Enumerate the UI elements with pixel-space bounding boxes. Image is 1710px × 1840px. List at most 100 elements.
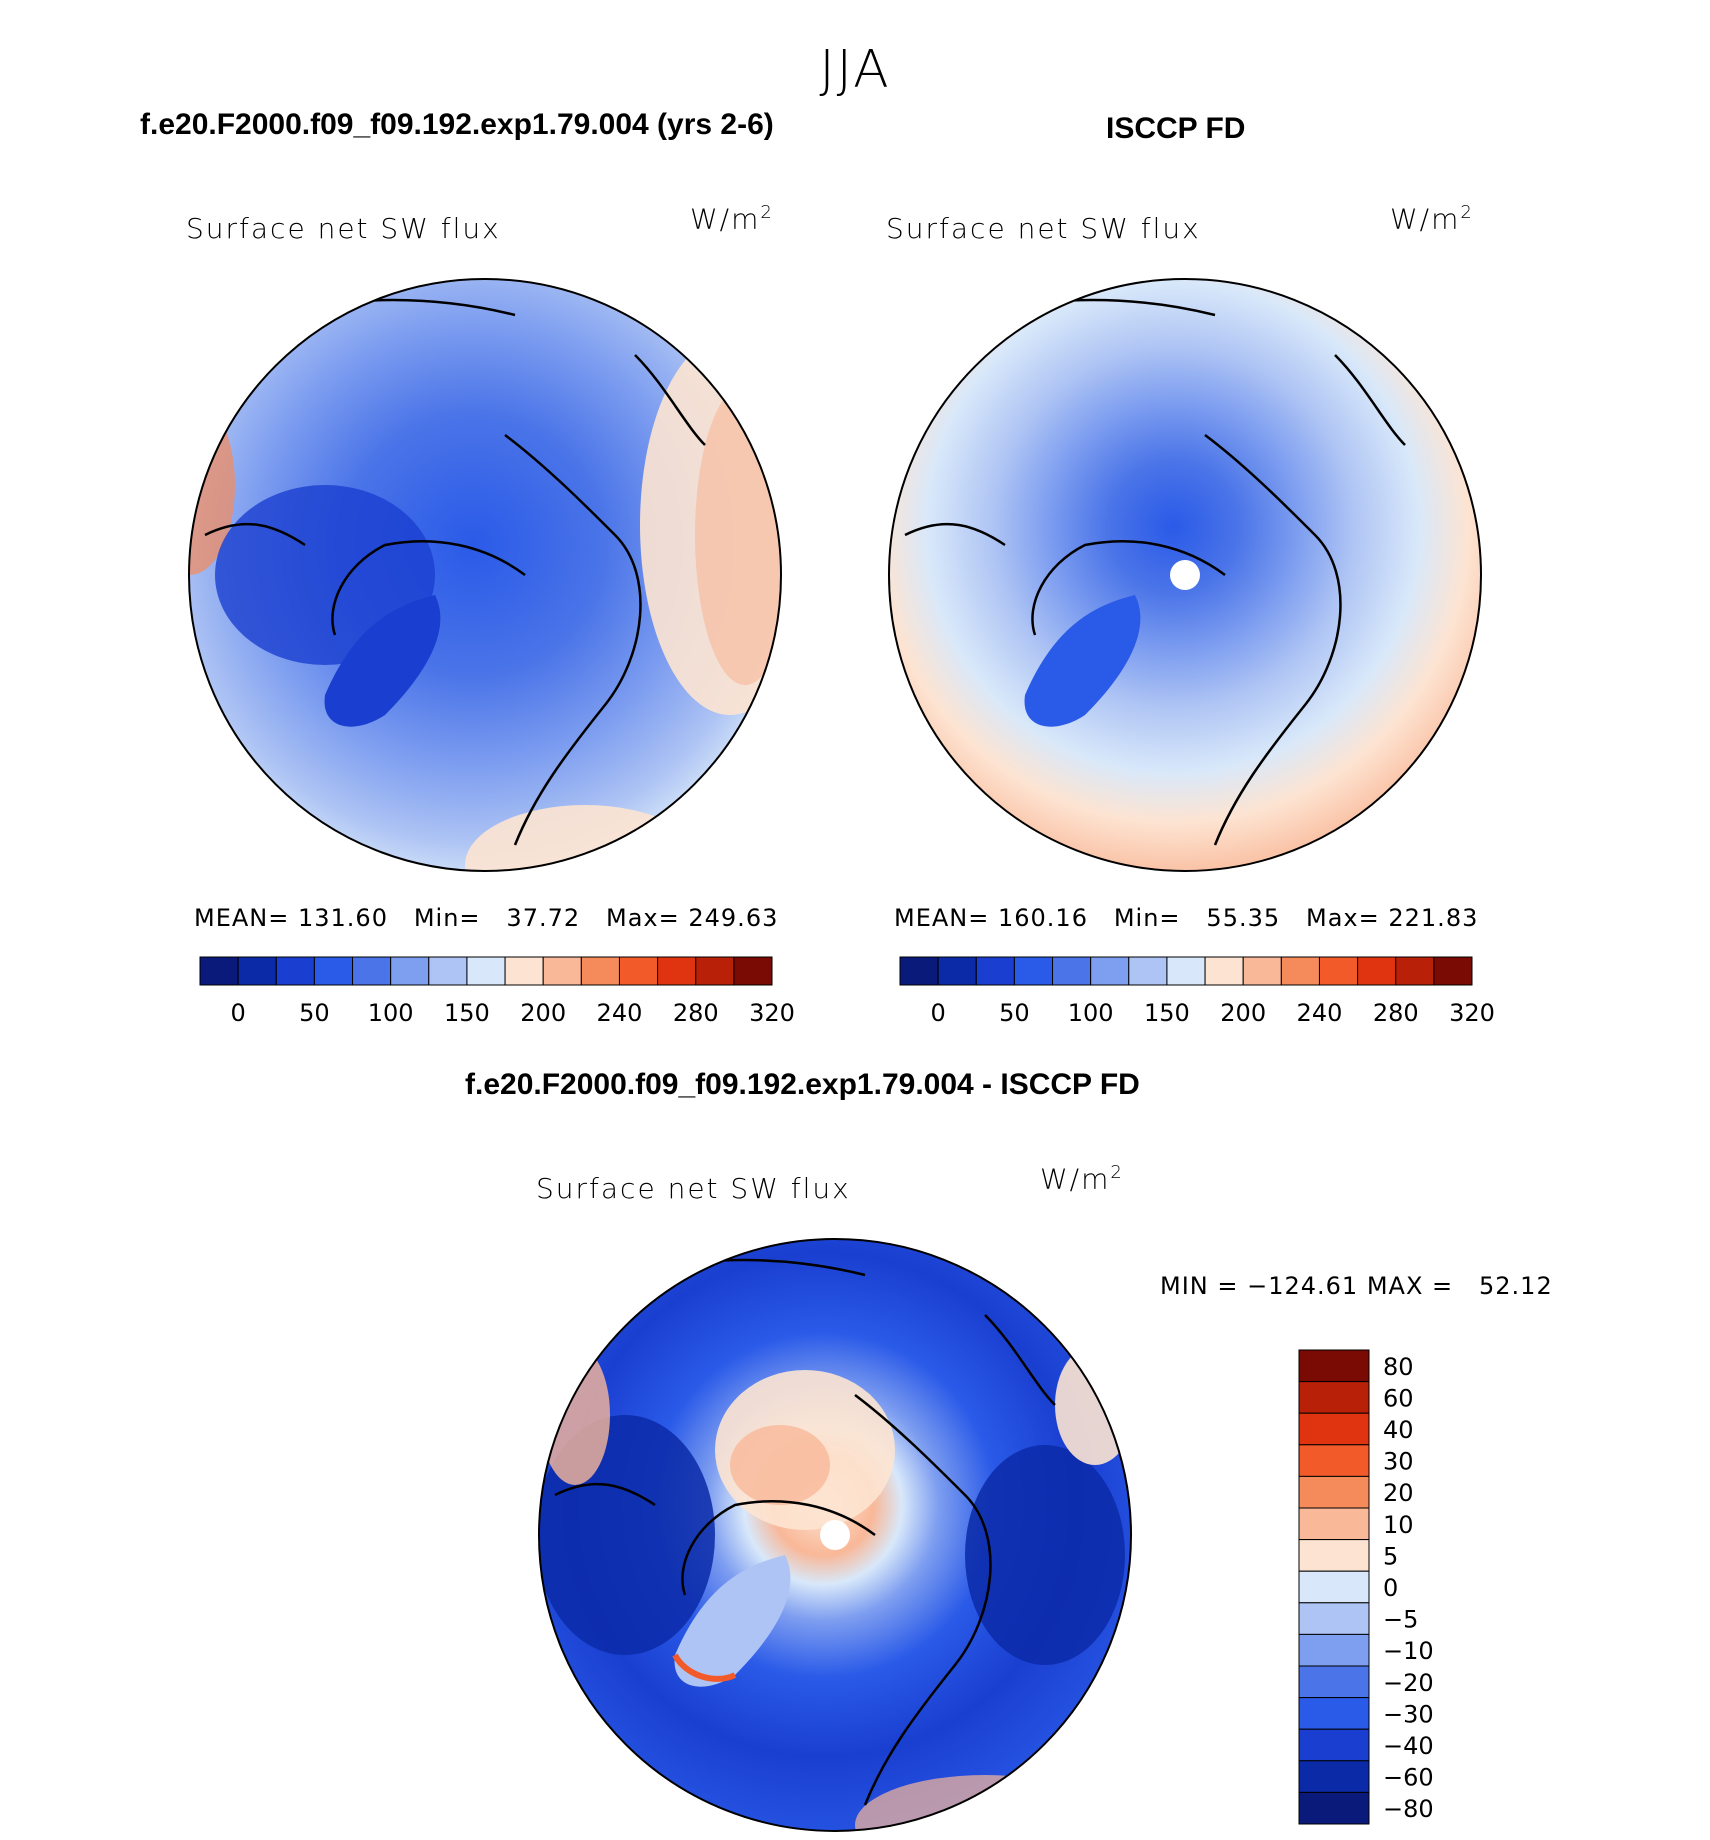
obs-colorbar-tick: 100 bbox=[1068, 999, 1114, 1027]
model-stats: MEAN= 131.60 Min= 37.72 Max= 249.63 bbox=[194, 904, 779, 932]
obs-pole-hole bbox=[1170, 560, 1200, 590]
model-colorbar-tick: 240 bbox=[597, 999, 643, 1027]
model-variable-label: Surface net SW flux bbox=[186, 212, 501, 245]
diff-warm-region-northwest bbox=[540, 1345, 610, 1485]
diff-colorbar-box bbox=[1298, 1475, 1370, 1509]
diff-units: W/m2 bbox=[1040, 1162, 1124, 1196]
diff-cold-region-east bbox=[965, 1445, 1125, 1665]
obs-colorbar-box bbox=[1166, 956, 1206, 986]
diff-colorbar-box bbox=[1298, 1444, 1370, 1477]
obs-map-border bbox=[888, 278, 1482, 872]
model-colorbar-box bbox=[390, 956, 430, 986]
diff-colorbar-box bbox=[1298, 1381, 1370, 1414]
diff-colorbar-box bbox=[1298, 1539, 1370, 1572]
model-colorbar-box bbox=[657, 956, 697, 986]
diff-heading: f.e20.F2000.f09_f09.192.exp1.79.004 - IS… bbox=[465, 1068, 1140, 1101]
diff-colorbar-box bbox=[1298, 1791, 1370, 1825]
obs-colorbar-box bbox=[899, 956, 939, 986]
model-colorbar-box bbox=[237, 956, 277, 986]
diff-variable-label: Surface net SW flux bbox=[536, 1172, 851, 1205]
diff-colorbar-tick: −40 bbox=[1383, 1732, 1434, 1760]
diff-colorbar-tick: −60 bbox=[1383, 1764, 1434, 1792]
model-colorbar-box bbox=[542, 956, 582, 986]
obs-colorbar-box bbox=[1204, 956, 1244, 986]
model-colorbar-box bbox=[733, 956, 773, 986]
model-coastlines bbox=[204, 298, 706, 846]
diff-colorbar-tick: 20 bbox=[1383, 1479, 1414, 1507]
obs-colorbar-box bbox=[1318, 956, 1359, 986]
obs-colorbar-tick: 150 bbox=[1144, 999, 1190, 1027]
diff-colorbar-tick: 10 bbox=[1383, 1511, 1414, 1539]
model-map-border bbox=[188, 278, 782, 872]
diff-coastlines bbox=[554, 1258, 1056, 1806]
obs-map bbox=[888, 278, 1482, 872]
obs-colorbar-box bbox=[1128, 956, 1168, 986]
obs-colorbar-box bbox=[1013, 956, 1054, 986]
diff-colorbar-box bbox=[1298, 1412, 1370, 1446]
diff-colorbar-tick: 60 bbox=[1383, 1384, 1414, 1412]
obs-heading: ISCCP FD bbox=[1106, 112, 1246, 145]
obs-colorbar-tick: 0 bbox=[930, 999, 945, 1027]
obs-coastlines bbox=[904, 298, 1406, 846]
obs-colorbar-tick: 320 bbox=[1449, 999, 1495, 1027]
obs-colorbar-box bbox=[1357, 956, 1397, 986]
obs-colorbar-box bbox=[1280, 956, 1320, 986]
diff-colorbar-box bbox=[1298, 1570, 1370, 1604]
diff-colorbar-tick: 30 bbox=[1383, 1448, 1414, 1476]
model-colorbar-box bbox=[428, 956, 468, 986]
diff-colorbar-box bbox=[1298, 1665, 1370, 1699]
model-colorbar-box bbox=[695, 956, 735, 986]
model-greenland-low bbox=[324, 595, 441, 727]
diff-colorbar-tick: −30 bbox=[1383, 1700, 1434, 1728]
obs-colorbar-box bbox=[1395, 956, 1435, 986]
diff-map bbox=[538, 1238, 1132, 1832]
diff-colorbar-tick: 5 bbox=[1383, 1542, 1398, 1570]
obs-colorbar-tick: 50 bbox=[999, 999, 1030, 1027]
model-units: W/m2 bbox=[690, 202, 774, 236]
obs-colorbar: 0 50 100 150 200 240 280 320 bbox=[899, 956, 1495, 1027]
model-colorbar-tick: 320 bbox=[749, 999, 795, 1027]
model-colorbar-tick: 100 bbox=[368, 999, 414, 1027]
diff-greenland bbox=[674, 1555, 791, 1687]
obs-colorbar-box bbox=[1433, 956, 1473, 986]
diff-colorbar-box bbox=[1298, 1760, 1370, 1793]
model-colorbar-tick: 150 bbox=[444, 999, 490, 1027]
obs-colorbar-box bbox=[937, 956, 977, 986]
diff-colorbar-box bbox=[1298, 1602, 1370, 1635]
model-colorbar-box bbox=[618, 956, 659, 986]
diff-colorbar-box bbox=[1298, 1728, 1370, 1762]
obs-colorbar-box bbox=[1090, 956, 1130, 986]
diff-warm-region-pole-core bbox=[730, 1425, 830, 1505]
model-colorbar-box bbox=[580, 956, 620, 986]
diff-colorbar-box bbox=[1298, 1633, 1370, 1667]
obs-colorbar-tick: 280 bbox=[1373, 999, 1419, 1027]
diff-colorbar-tick: 40 bbox=[1383, 1416, 1414, 1444]
model-colorbar-tick: 200 bbox=[520, 999, 566, 1027]
model-colorbar-tick: 50 bbox=[299, 999, 330, 1027]
obs-variable-label: Surface net SW flux bbox=[886, 212, 1201, 245]
model-map bbox=[188, 278, 782, 872]
obs-stats: MEAN= 160.16 Min= 55.35 Max= 221.83 bbox=[894, 904, 1479, 932]
diff-colorbar-tick: −20 bbox=[1383, 1669, 1434, 1697]
model-colorbar-tick: 280 bbox=[673, 999, 719, 1027]
model-colorbar: 0 50 100 150 200 240 280 320 bbox=[199, 956, 795, 1027]
diff-colorbar-box bbox=[1298, 1349, 1370, 1383]
diff-warm-region-northeast bbox=[1055, 1345, 1131, 1465]
diff-minmax: MIN = −124.61 MAX = 52.12 bbox=[1160, 1272, 1553, 1300]
diff-colorbar-box bbox=[1298, 1507, 1370, 1541]
model-warm-region-east-core bbox=[695, 385, 781, 685]
model-colorbar-box bbox=[352, 956, 392, 986]
model-colorbar-box bbox=[199, 956, 239, 986]
diff-colorbar-box bbox=[1298, 1697, 1370, 1730]
diff-pole-hole bbox=[820, 1520, 850, 1550]
diff-greenland-edge bbox=[672, 1653, 737, 1682]
diff-colorbar-tick: −10 bbox=[1383, 1637, 1434, 1665]
diff-colorbar-tick: 80 bbox=[1383, 1353, 1414, 1381]
obs-colorbar-tick: 200 bbox=[1220, 999, 1266, 1027]
obs-colorbar-box bbox=[1052, 956, 1092, 986]
obs-greenland-low bbox=[1024, 595, 1141, 727]
diff-colorbar: 80 60 40 30 20 10 5 0 −5 −10 −20 −30 −40 −60 −80 bbox=[1298, 1349, 1434, 1825]
diff-colorbar-tick: −80 bbox=[1383, 1795, 1434, 1823]
obs-colorbar-box bbox=[975, 956, 1015, 986]
obs-colorbar-box bbox=[1242, 956, 1282, 986]
